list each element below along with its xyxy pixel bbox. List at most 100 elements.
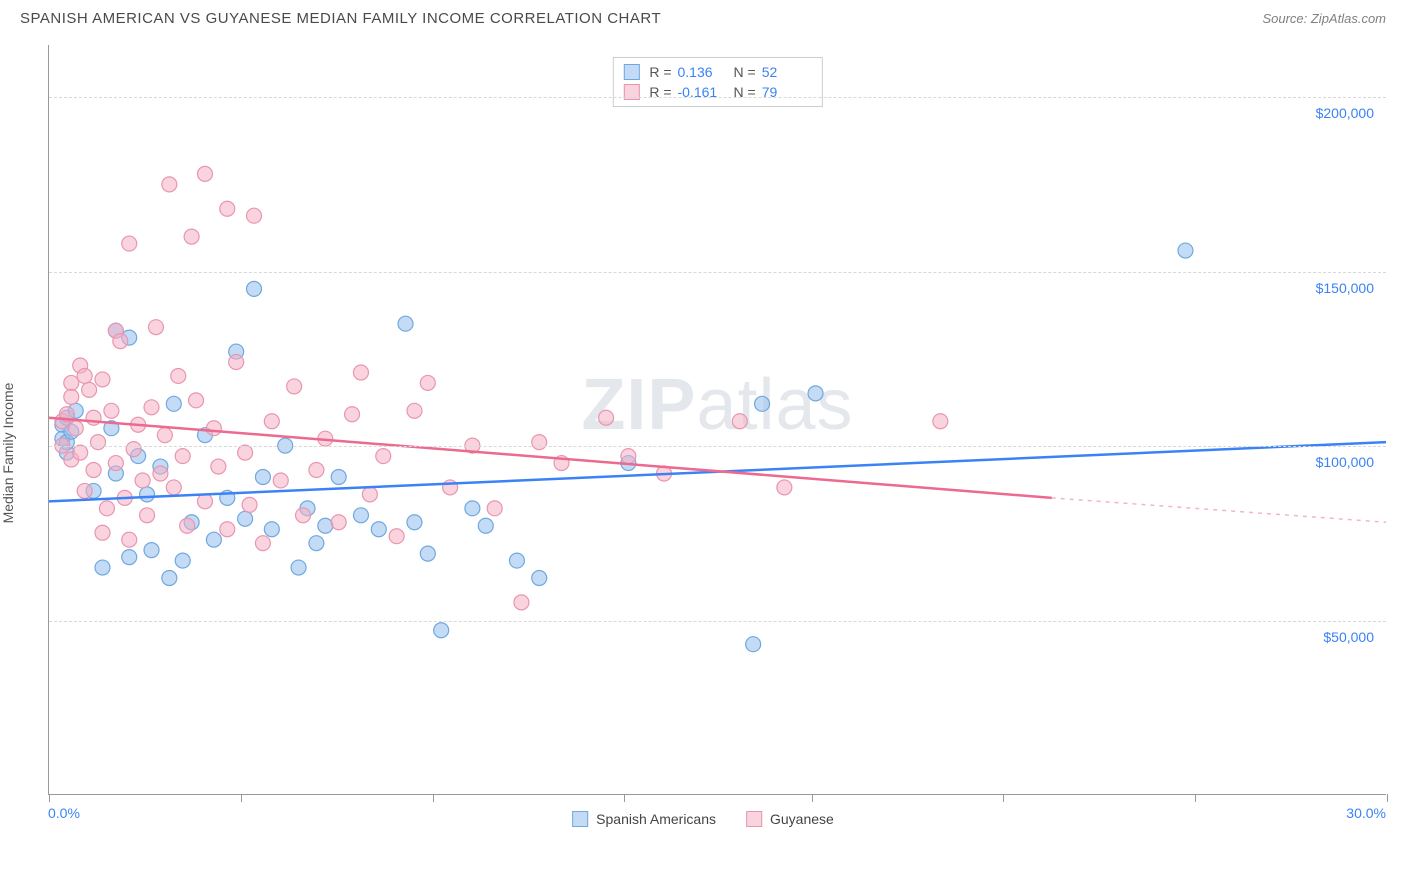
data-point: [82, 382, 97, 397]
data-point: [153, 466, 168, 481]
x-tick: [1387, 794, 1388, 802]
data-point: [371, 522, 386, 537]
x-tick: [433, 794, 434, 802]
data-point: [420, 375, 435, 390]
data-point: [255, 536, 270, 551]
data-point: [86, 463, 101, 478]
data-point: [206, 421, 221, 436]
legend-item: Guyanese: [746, 811, 834, 827]
legend-label: Spanish Americans: [596, 811, 716, 827]
data-point: [247, 281, 262, 296]
data-point: [264, 522, 279, 537]
data-point: [777, 480, 792, 495]
x-tick: [812, 794, 813, 802]
data-point: [162, 571, 177, 586]
x-tick: [1003, 794, 1004, 802]
data-point: [532, 435, 547, 450]
y-tick-label: $150,000: [1316, 280, 1374, 296]
data-point: [309, 536, 324, 551]
series-legend: Spanish Americans Guyanese: [572, 811, 834, 827]
y-tick-label: $200,000: [1316, 105, 1374, 121]
trend-line: [49, 418, 1052, 498]
data-point: [933, 414, 948, 429]
data-point: [264, 414, 279, 429]
data-point: [175, 553, 190, 568]
data-point: [331, 469, 346, 484]
data-point: [95, 560, 110, 575]
data-point: [206, 532, 221, 547]
data-point: [166, 396, 181, 411]
data-point: [353, 365, 368, 380]
data-point: [122, 532, 137, 547]
legend-swatch: [746, 811, 762, 827]
data-point: [514, 595, 529, 610]
data-point: [140, 487, 155, 502]
data-point: [478, 518, 493, 533]
gridline: [49, 272, 1386, 273]
data-point: [732, 414, 747, 429]
data-point: [407, 515, 422, 530]
x-max-label: 30.0%: [1346, 805, 1386, 821]
stats-row: R = -0.161 N = 79: [623, 82, 811, 102]
data-point: [353, 508, 368, 523]
data-point: [532, 571, 547, 586]
data-point: [122, 550, 137, 565]
gridline: [49, 621, 1386, 622]
y-tick-label: $50,000: [1323, 629, 1374, 645]
data-point: [95, 372, 110, 387]
data-point: [621, 449, 636, 464]
data-point: [197, 494, 212, 509]
data-point: [755, 396, 770, 411]
data-point: [104, 403, 119, 418]
trend-line-extrapolated: [1052, 498, 1386, 522]
data-point: [238, 511, 253, 526]
data-point: [238, 445, 253, 460]
data-point: [113, 334, 128, 349]
data-point: [126, 442, 141, 457]
data-point: [420, 546, 435, 561]
x-tick: [49, 794, 50, 802]
data-point: [255, 469, 270, 484]
data-point: [808, 386, 823, 401]
gridline: [49, 446, 1386, 447]
data-point: [175, 449, 190, 464]
data-point: [64, 389, 79, 404]
data-point: [184, 229, 199, 244]
y-axis-label: Median Family Income: [0, 383, 16, 524]
data-point: [64, 375, 79, 390]
x-tick: [241, 794, 242, 802]
series-swatch: [623, 64, 639, 80]
data-point: [197, 166, 212, 181]
data-point: [135, 473, 150, 488]
data-point: [509, 553, 524, 568]
data-point: [309, 463, 324, 478]
data-point: [162, 177, 177, 192]
data-point: [95, 525, 110, 540]
x-tick: [1195, 794, 1196, 802]
data-point: [148, 320, 163, 335]
data-point: [287, 379, 302, 394]
plot-area: ZIPatlas R = 0.136 N = 52 R = -0.161 N =…: [48, 45, 1386, 795]
data-point: [345, 407, 360, 422]
data-point: [91, 435, 106, 450]
stats-row: R = 0.136 N = 52: [623, 62, 811, 82]
data-point: [376, 449, 391, 464]
data-point: [362, 487, 377, 502]
data-point: [599, 410, 614, 425]
source-attribution: Source: ZipAtlas.com: [1262, 11, 1386, 26]
scatter-svg: [49, 45, 1386, 794]
data-point: [434, 623, 449, 638]
data-point: [331, 515, 346, 530]
data-point: [220, 201, 235, 216]
chart-title: SPANISH AMERICAN VS GUYANESE MEDIAN FAMI…: [20, 10, 661, 27]
data-point: [273, 473, 288, 488]
data-point: [247, 208, 262, 223]
data-point: [144, 400, 159, 415]
data-point: [746, 637, 761, 652]
data-point: [122, 236, 137, 251]
data-point: [398, 316, 413, 331]
data-point: [242, 497, 257, 512]
data-point: [229, 355, 244, 370]
data-point: [220, 522, 235, 537]
data-point: [296, 508, 311, 523]
